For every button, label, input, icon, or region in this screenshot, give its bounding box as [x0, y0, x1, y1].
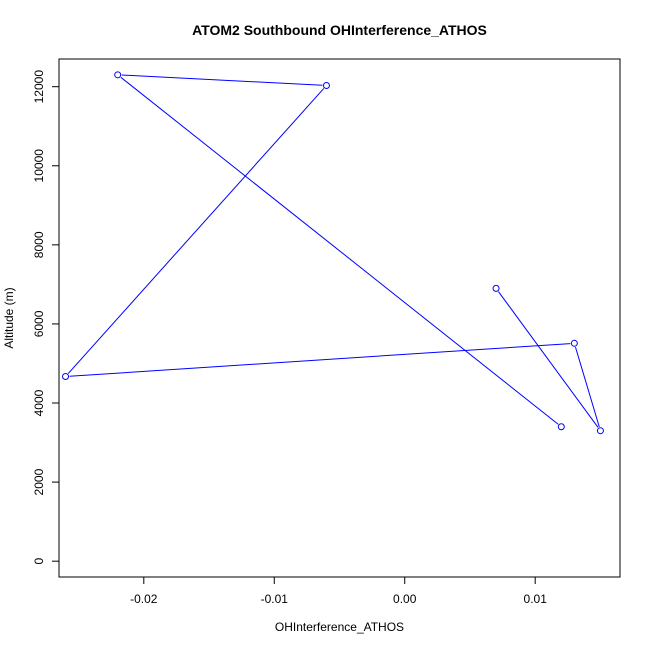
- y-tick-label: 0: [32, 558, 46, 565]
- data-point: [322, 81, 330, 89]
- data-point: [596, 427, 604, 435]
- data-point: [114, 71, 122, 79]
- chart-title: ATOM2 Southbound OHInterference_ATHOS: [192, 22, 487, 38]
- y-tick-label: 6000: [32, 310, 46, 337]
- series-segment: [120, 76, 559, 425]
- series-segment: [498, 291, 599, 428]
- data-point: [570, 339, 578, 347]
- data-point: [492, 284, 500, 292]
- series-segment: [575, 346, 600, 428]
- y-tick-label: 12000: [32, 70, 46, 104]
- y-tick-label: 4000: [32, 389, 46, 416]
- y-tick-label: 10000: [32, 149, 46, 183]
- x-tick-label: 0.00: [393, 592, 417, 606]
- data-point: [62, 373, 70, 381]
- series-segment: [67, 88, 325, 374]
- plot-frame: [58, 58, 621, 578]
- series-segment: [69, 343, 571, 377]
- x-tick-label: 0.01: [524, 592, 548, 606]
- x-tick-label: -0.01: [261, 592, 289, 606]
- y-tick-label: 2000: [32, 468, 46, 495]
- plot-series: [62, 71, 604, 435]
- x-tick-label: -0.02: [130, 592, 158, 606]
- y-axis-title: Altitude (m): [2, 287, 16, 348]
- x-axis-title: OHInterference_ATHOS: [275, 620, 404, 634]
- data-point: [557, 423, 565, 431]
- y-axis: 0 2000 4000 6000 8000 10000 12000: [32, 70, 60, 565]
- x-axis: -0.02 -0.01 0.00 0.01: [130, 576, 548, 606]
- series-segment: [121, 74, 323, 86]
- y-tick-label: 8000: [32, 231, 46, 258]
